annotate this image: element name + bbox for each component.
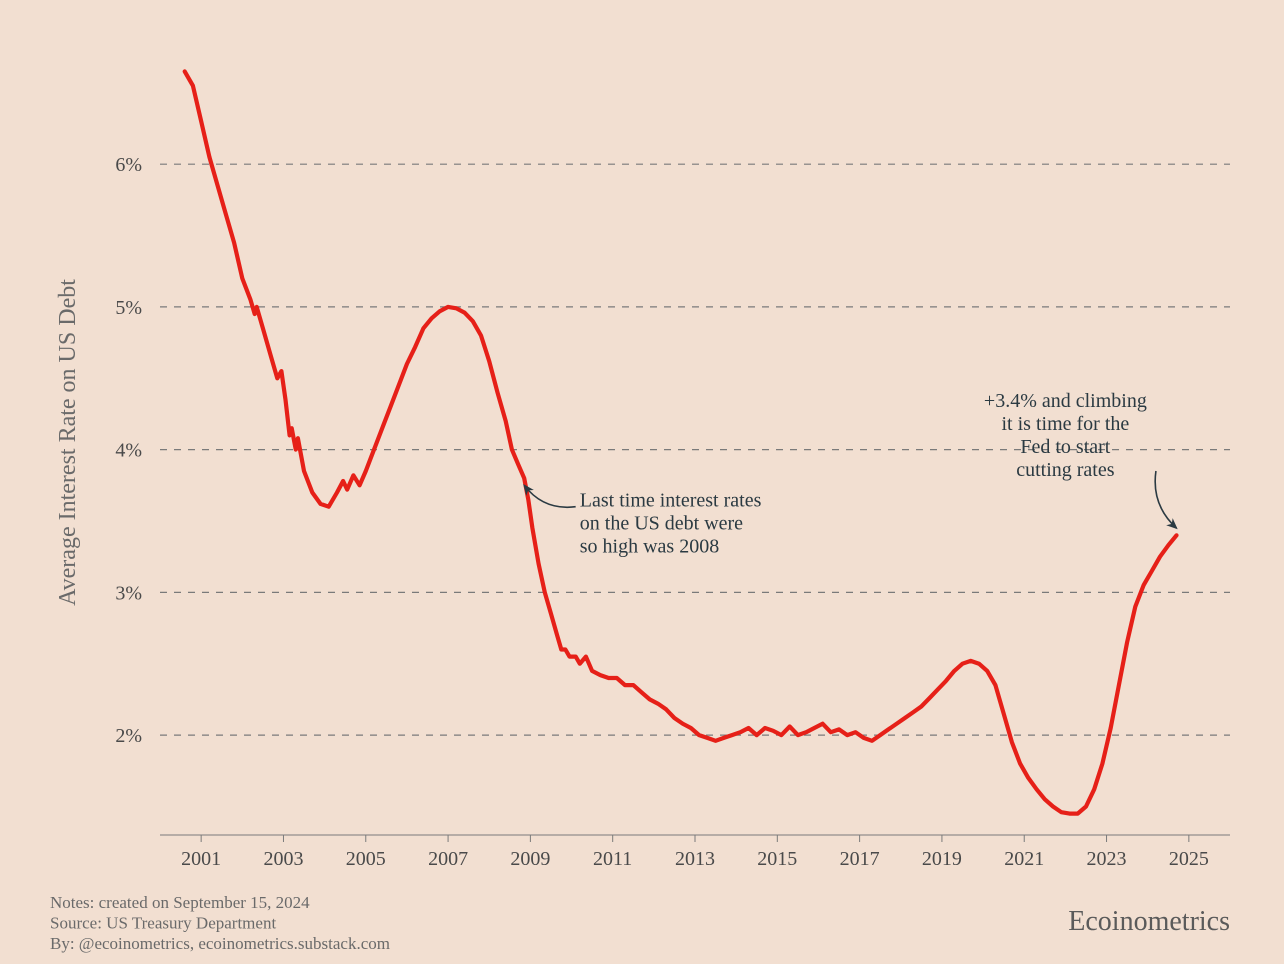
x-tick-label: 2017 [840,848,880,870]
x-tick-label: 2001 [181,848,221,870]
footer-line-2: By: @ecoinometrics, ecoinometrics.substa… [50,934,390,953]
x-tick-label: 2019 [922,848,962,870]
y-tick-label: 2% [115,725,142,747]
x-tick-label: 2023 [1087,848,1127,870]
x-tick-label: 2005 [346,848,386,870]
footer-line-1: Source: US Treasury Department [50,913,276,932]
y-tick-label: 4% [115,440,142,462]
x-tick-label: 2007 [428,848,468,870]
y-tick-label: 5% [115,297,142,319]
x-tick-label: 2013 [675,848,715,870]
y-axis-label: Average Interest Rate on US Debt [55,279,81,606]
chart-background [0,0,1284,964]
x-tick-label: 2003 [263,848,303,870]
chart-container: 2% 3% 4% 5% 6% 2001 2003 2005 2007 2009 2011 2013 20… [0,0,1284,964]
x-tick-label: 2021 [1004,848,1044,870]
footer-line-0: Notes: created on September 15, 2024 [50,893,310,912]
x-tick-label: 2025 [1169,848,1209,870]
y-tick-label: 6% [115,154,142,176]
x-tick-label: 2011 [593,848,632,870]
y-tick-label: 3% [115,582,142,604]
x-tick-label: 2009 [510,848,550,870]
brand-label: Ecoinometrics [1068,906,1230,937]
x-tick-label: 2015 [757,848,797,870]
line-chart: 2% 3% 4% 5% 6% 2001 2003 2005 2007 2009 2011 2013 20… [0,0,1284,964]
